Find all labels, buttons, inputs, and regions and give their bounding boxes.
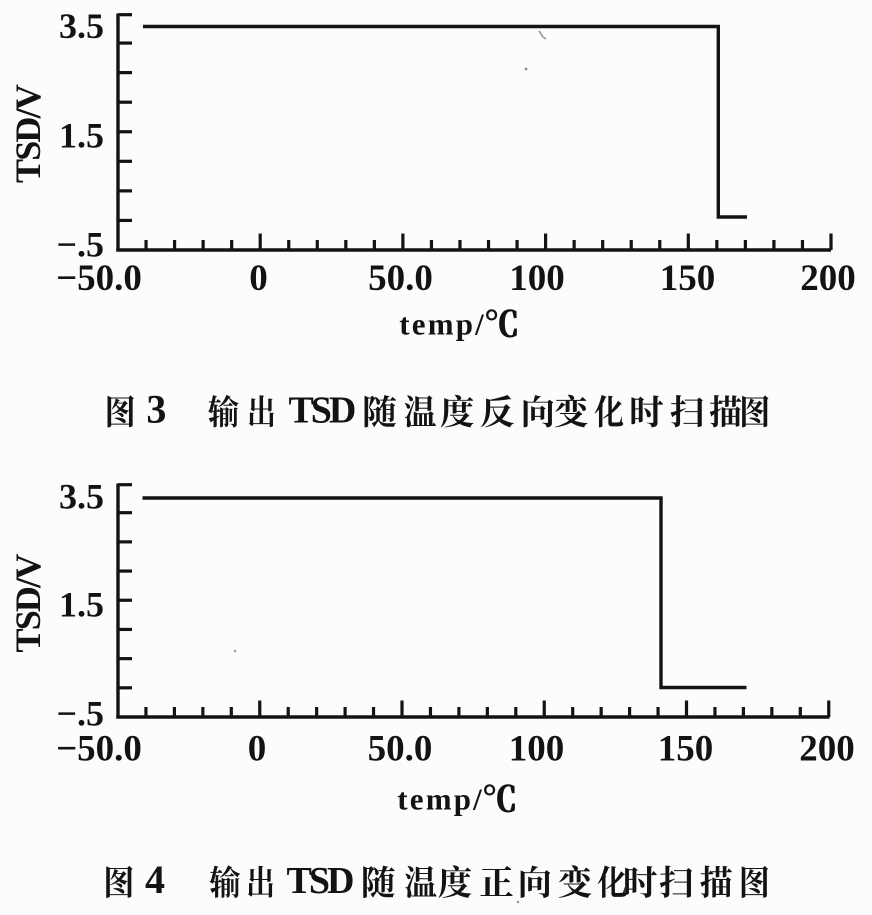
svg-text:0: 0 bbox=[249, 258, 268, 299]
svg-text:3.5: 3.5 bbox=[59, 6, 104, 46]
svg-text:4: 4 bbox=[145, 857, 165, 902]
svg-text:1.5: 1.5 bbox=[59, 115, 104, 155]
svg-text:0: 0 bbox=[248, 729, 267, 770]
svg-text:−.5: −.5 bbox=[56, 694, 104, 734]
svg-text:50.0: 50.0 bbox=[368, 258, 433, 299]
svg-text:−50.0: −50.0 bbox=[56, 258, 142, 299]
svg-text:TSD/V: TSD/V bbox=[8, 84, 48, 183]
svg-text:TSD/V: TSD/V bbox=[8, 554, 48, 653]
svg-text:100: 100 bbox=[509, 729, 565, 770]
svg-text:3: 3 bbox=[146, 387, 166, 432]
svg-text:1.5: 1.5 bbox=[59, 584, 104, 624]
svg-text:200: 200 bbox=[799, 729, 855, 770]
svg-text:TSD: TSD bbox=[288, 390, 354, 432]
svg-text:TSD: TSD bbox=[287, 860, 353, 902]
svg-text:temp/: temp/ bbox=[399, 307, 486, 342]
svg-text:150: 150 bbox=[658, 729, 714, 770]
svg-text:3.5: 3.5 bbox=[59, 476, 104, 516]
svg-text:50.0: 50.0 bbox=[368, 729, 433, 770]
svg-text:150: 150 bbox=[660, 258, 716, 299]
svg-text:100: 100 bbox=[509, 258, 565, 299]
svg-text:200: 200 bbox=[800, 258, 856, 299]
svg-text:−.5: −.5 bbox=[56, 225, 104, 265]
svg-text:−50.0: −50.0 bbox=[56, 729, 142, 770]
svg-text:temp/: temp/ bbox=[397, 782, 484, 817]
